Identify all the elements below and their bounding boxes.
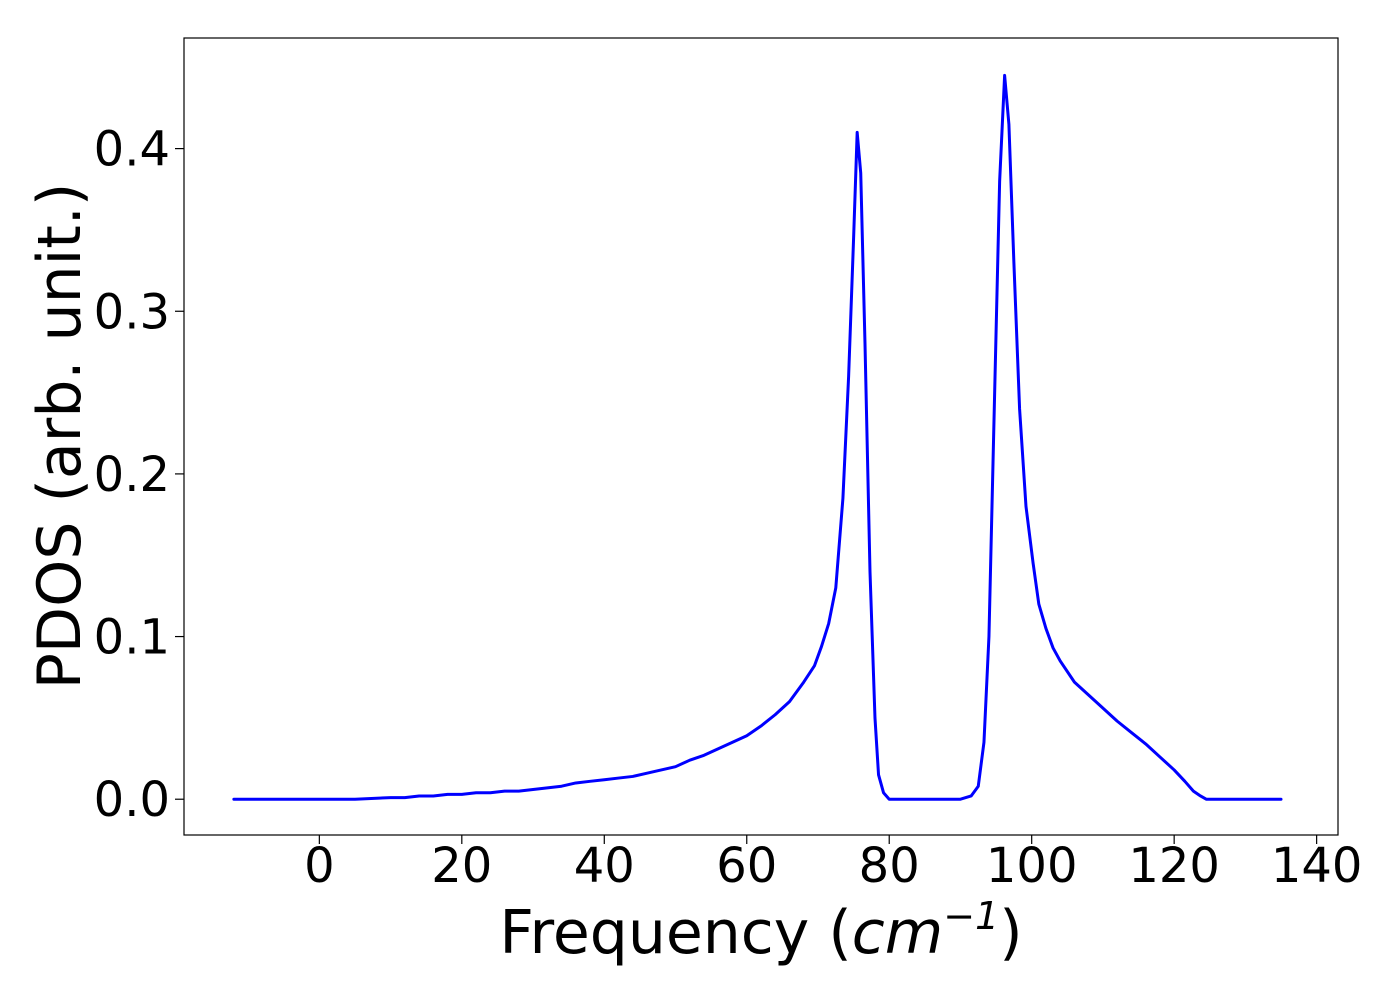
x-axis-label-unit: cm	[852, 898, 943, 968]
x-tick-label: 140	[1271, 838, 1363, 894]
y-axis-ticks: 0.0 0.1 0.2 0.3 0.4	[94, 122, 184, 828]
x-tick-label: 40	[574, 838, 635, 894]
x-tick-label: 80	[859, 838, 920, 894]
y-tick-label: 0.3	[94, 284, 170, 340]
y-tick-label: 0.1	[94, 610, 170, 666]
x-axis-ticks: 0 20 40 60 80 100 120 140	[304, 835, 1362, 894]
x-tick-label: 20	[431, 838, 492, 894]
x-tick-label: 100	[986, 838, 1078, 894]
y-axis-label: PDOS (arb. unit.)	[25, 183, 95, 690]
x-axis-label-main: Frequency (	[499, 898, 851, 968]
x-axis-label-close: )	[999, 898, 1022, 968]
y-tick-label: 0.2	[94, 447, 170, 503]
plot-area-frame	[183, 37, 1339, 836]
pdos-series-line	[232, 73, 1283, 801]
x-tick-label: 60	[716, 838, 777, 894]
x-axis-label-exponent: −1	[943, 894, 999, 938]
y-tick-label: 0.4	[94, 122, 170, 178]
x-tick-label: 0	[304, 838, 335, 894]
x-axis-label: Frequency (cm−1)	[499, 894, 1022, 968]
x-tick-label: 120	[1128, 838, 1220, 894]
series-group	[232, 73, 1283, 801]
y-tick-label: 0.0	[94, 772, 170, 828]
